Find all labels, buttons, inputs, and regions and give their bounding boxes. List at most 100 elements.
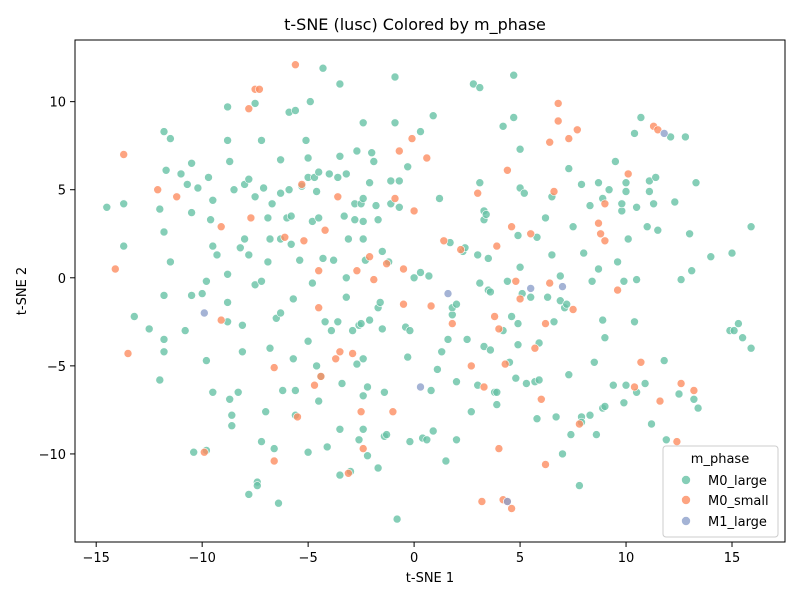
point-m0-small-34 <box>382 259 391 269</box>
point-m0-small-39 <box>399 299 408 309</box>
point-m0-large-22 <box>193 183 203 193</box>
point-m0-large-65 <box>265 234 275 244</box>
point-m0-large-170 <box>416 127 425 136</box>
point-m0-large-50 <box>244 250 254 260</box>
point-m0-large-35 <box>223 269 232 279</box>
points-layer <box>102 60 756 524</box>
point-m0-large-161 <box>394 176 404 186</box>
point-m0-large-269 <box>617 199 627 209</box>
point-m0-large-57 <box>257 437 266 446</box>
point-m0-small-26 <box>335 347 345 357</box>
point-m0-large-264 <box>604 185 614 194</box>
point-m0-small-52 <box>492 241 502 251</box>
point-m0-large-32 <box>212 250 222 260</box>
point-m0-small-59 <box>507 504 516 513</box>
point-m0-large-70 <box>276 155 285 165</box>
point-m0-large-216 <box>511 373 521 383</box>
point-m0-large-96 <box>312 361 321 371</box>
point-m0-small-66 <box>541 460 550 469</box>
legend-label-m0-small: M0_small <box>708 494 769 509</box>
point-m0-small-19 <box>310 380 319 390</box>
point-m0-large-136 <box>358 217 368 226</box>
point-m0-small-69 <box>545 278 555 288</box>
point-m0-small-78 <box>596 229 605 239</box>
point-m0-small-76 <box>575 419 584 429</box>
point-m0-large-84 <box>291 386 300 395</box>
point-m0-small-88 <box>676 379 686 388</box>
point-m0-large-160 <box>392 514 402 524</box>
point-m0-large-127 <box>354 435 364 445</box>
point-m0-large-272 <box>621 178 631 187</box>
point-m0-large-49 <box>244 174 254 184</box>
point-m0-large-249 <box>577 180 586 189</box>
point-m0-small-24 <box>331 354 341 364</box>
point-m0-small-18 <box>299 236 309 246</box>
point-m0-large-215 <box>509 70 519 80</box>
point-m0-large-46 <box>238 320 247 330</box>
point-m0-large-218 <box>513 319 523 328</box>
point-m0-large-191 <box>466 407 476 417</box>
point-m0-large-266 <box>611 157 620 166</box>
point-m0-large-166 <box>405 437 415 446</box>
point-m0-large-176 <box>428 426 438 436</box>
point-m0-small-62 <box>515 294 525 304</box>
point-m0-small-56 <box>500 359 510 369</box>
point-m0-large-287 <box>649 199 658 209</box>
point-m0-large-259 <box>598 315 608 325</box>
point-m0-large-62 <box>263 213 273 223</box>
point-m0-large-172 <box>422 435 432 445</box>
point-m0-small-82 <box>623 169 633 179</box>
y-axis-ticks: −10 −5 0 5 10 <box>39 96 75 463</box>
point-m0-large-64 <box>265 343 275 353</box>
point-m0-small-5 <box>200 447 209 457</box>
point-m0-large-244 <box>564 370 574 380</box>
point-m0-small-50 <box>479 382 489 392</box>
point-m0-large-148 <box>373 215 383 224</box>
point-m0-large-255 <box>589 357 599 367</box>
point-m0-small-16 <box>293 412 302 422</box>
point-m0-large-273 <box>621 187 631 196</box>
point-m1-large-4 <box>526 284 536 293</box>
point-m0-large-265 <box>608 380 618 390</box>
point-m0-large-45 <box>238 347 247 357</box>
point-m0-large-254 <box>587 276 597 286</box>
x-tick-label: 15 <box>724 551 741 566</box>
point-m0-large-201 <box>481 210 491 219</box>
point-m0-large-92 <box>305 97 315 106</box>
point-m0-large-146 <box>373 463 383 473</box>
point-m0-large-237 <box>551 412 561 422</box>
point-m0-large-142 <box>365 178 374 187</box>
point-m0-large-187 <box>452 377 461 387</box>
point-m0-small-32 <box>365 252 374 262</box>
point-m0-large-23 <box>197 289 207 298</box>
point-m0-large-204 <box>486 345 495 355</box>
point-m0-large-37 <box>223 136 232 145</box>
point-m0-large-217 <box>513 231 523 240</box>
point-m0-small-54 <box>494 444 504 453</box>
point-m0-small-7 <box>216 315 226 325</box>
point-m0-large-109 <box>333 317 343 327</box>
point-m0-large-43 <box>233 387 243 397</box>
point-m0-large-225 <box>522 379 531 388</box>
point-m0-large-291 <box>661 435 671 445</box>
point-m0-large-36 <box>223 298 232 307</box>
point-m0-large-251 <box>579 248 589 258</box>
point-m0-large-299 <box>689 394 699 404</box>
point-m0-large-82 <box>291 106 300 115</box>
chart-title: t-SNE (lusc) Colored by m_phase <box>284 15 546 35</box>
point-m0-large-87 <box>301 136 311 145</box>
point-m0-large-132 <box>358 354 368 364</box>
point-m0-large-38 <box>225 157 234 166</box>
point-m0-small-1 <box>119 150 128 159</box>
point-m0-large-293 <box>670 197 680 207</box>
point-m0-small-64 <box>530 343 540 353</box>
point-m0-large-296 <box>681 132 690 142</box>
legend-marker-m0-small <box>681 495 691 505</box>
point-m0-large-66 <box>267 199 277 209</box>
point-m0-large-221 <box>515 262 525 272</box>
point-m0-large-17 <box>183 180 192 189</box>
point-m0-large-113 <box>335 152 345 161</box>
point-m0-large-256 <box>592 430 601 439</box>
point-m0-large-252 <box>585 201 595 210</box>
point-m0-small-28 <box>348 349 357 358</box>
